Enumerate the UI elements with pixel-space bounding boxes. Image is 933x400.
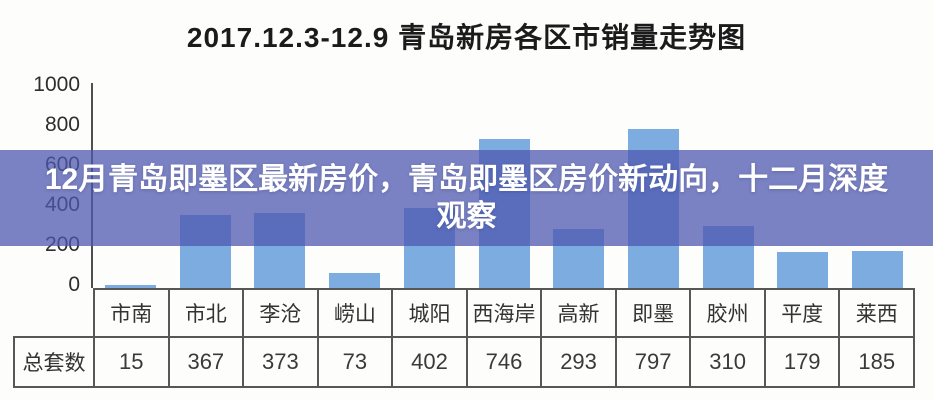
column-header-高新: 高新 — [540, 290, 615, 336]
table-row-header: 总套数 — [22, 352, 86, 375]
value-cell-高新: 293 — [540, 338, 615, 386]
column-header-即墨: 即墨 — [614, 290, 690, 336]
data-table-header-row: 市南 市北 李沧 崂山 城阳 西海岸 高新 即墨 胶州 平度 莱西 — [93, 288, 915, 338]
column-header-城阳: 城阳 — [391, 290, 466, 336]
value-cell-莱西: 185 — [838, 338, 913, 386]
column-header-李沧: 李沧 — [242, 290, 317, 336]
column-header-平度: 平度 — [763, 290, 839, 336]
column-header-莱西: 莱西 — [838, 290, 913, 336]
y-tick-label: 1000 — [33, 73, 80, 96]
column-header-市北: 市北 — [167, 290, 243, 336]
column-header-崂山: 崂山 — [316, 290, 392, 336]
value-cell-即墨: 797 — [614, 338, 690, 386]
y-tick-label: 800 — [44, 113, 80, 136]
headline-overlay-banner: 12月青岛即墨区最新房价，青岛即墨区房价新动向，十二月深度 观察 — [0, 150, 933, 246]
value-cell-西海岸: 746 — [465, 338, 541, 386]
bar-市南 — [104, 285, 156, 288]
headline-line-1: 12月青岛即墨区最新房价，青岛即墨区房价新动向，十二月深度 — [44, 163, 889, 196]
data-table-value-row: 总套数 15 367 373 73 402 746 293 797 310 179 185 — [13, 336, 915, 388]
value-cell-市南: 15 — [93, 338, 168, 386]
column-header-西海岸: 西海岸 — [465, 290, 541, 336]
bar-莱西 — [852, 251, 904, 288]
value-cell-平度: 179 — [763, 338, 839, 386]
bar-崂山 — [329, 273, 381, 288]
column-header-胶州: 胶州 — [689, 290, 764, 336]
y-tick-label: 0 — [68, 273, 80, 296]
bar-平度 — [777, 252, 829, 288]
headline-line-2: 观察 — [436, 200, 497, 233]
value-cell-李沧: 373 — [242, 338, 317, 386]
value-cell-胶州: 310 — [689, 338, 764, 386]
value-cell-市北: 367 — [167, 338, 243, 386]
value-cell-崂山: 73 — [316, 338, 392, 386]
value-cell-城阳: 402 — [391, 338, 466, 386]
chart-title: 2017.12.3-12.9 青岛新房各区市销量走势图 — [186, 22, 747, 53]
column-header-市南: 市南 — [110, 303, 153, 326]
